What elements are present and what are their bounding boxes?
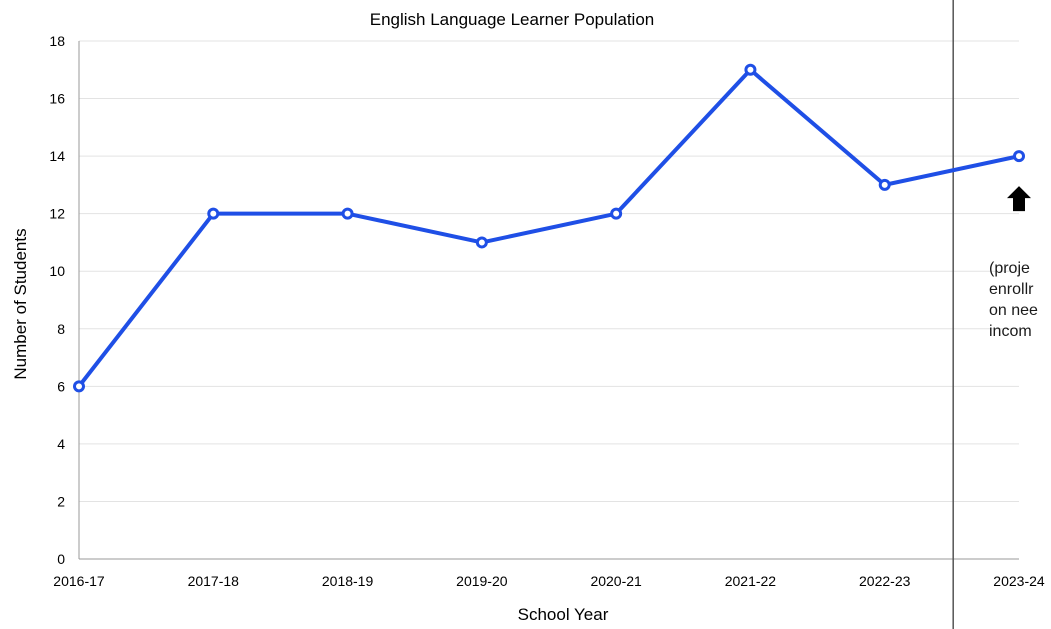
data-point (878, 178, 891, 191)
data-point (1013, 150, 1025, 163)
annotation-line: on nee (989, 302, 1038, 319)
data-point (475, 236, 488, 249)
x-tick-label: 2018-19 (322, 573, 374, 589)
y-tick-label: 18 (49, 33, 65, 49)
gridlines (79, 40, 1019, 502)
series-line (77, 67, 1021, 389)
data-point (744, 63, 757, 76)
x-tick-label: 2022-23 (859, 573, 911, 589)
data-point (207, 207, 220, 220)
data-point (610, 207, 623, 220)
y-tick-label: 2 (57, 493, 65, 509)
data-point (341, 207, 354, 220)
y-tick-label: 16 (49, 91, 65, 107)
x-tick-label: 2021-22 (725, 573, 777, 589)
y-tick-label: 0 (57, 551, 65, 567)
series-layer (73, 63, 1025, 393)
y-tick-label: 8 (57, 321, 65, 337)
y-axis-title: Number of Students (11, 228, 30, 379)
chart-title: English Language Learner Population (370, 10, 655, 29)
x-tick-label: 2023-24 (993, 573, 1045, 589)
y-axis-ticks: 0 2 4 6 8 10 12 14 16 18 (49, 33, 65, 567)
projection-annotation: (proje enrollr on nee incom (989, 258, 1051, 342)
x-tick-label: 2019-20 (456, 573, 508, 589)
annotation-line: (proje (989, 260, 1030, 277)
x-tick-label: 2020-21 (590, 573, 642, 589)
x-tick-label: 2017-18 (188, 573, 240, 589)
y-tick-label: 12 (49, 206, 65, 222)
up-arrow-icon (1007, 186, 1031, 212)
data-point (73, 380, 85, 393)
y-tick-label: 14 (49, 148, 65, 164)
y-tick-label: 6 (57, 378, 65, 394)
annotation-line: enrollr (989, 281, 1034, 298)
x-axis-title: School Year (518, 605, 609, 624)
x-axis-ticks: 2016-17 2017-18 2018-19 2019-20 2020-21 2021-… (53, 573, 1045, 589)
annotation-line: incom (989, 323, 1032, 340)
y-tick-label: 4 (57, 436, 65, 452)
x-tick-label: 2016-17 (53, 573, 105, 589)
y-tick-label: 10 (49, 263, 65, 279)
